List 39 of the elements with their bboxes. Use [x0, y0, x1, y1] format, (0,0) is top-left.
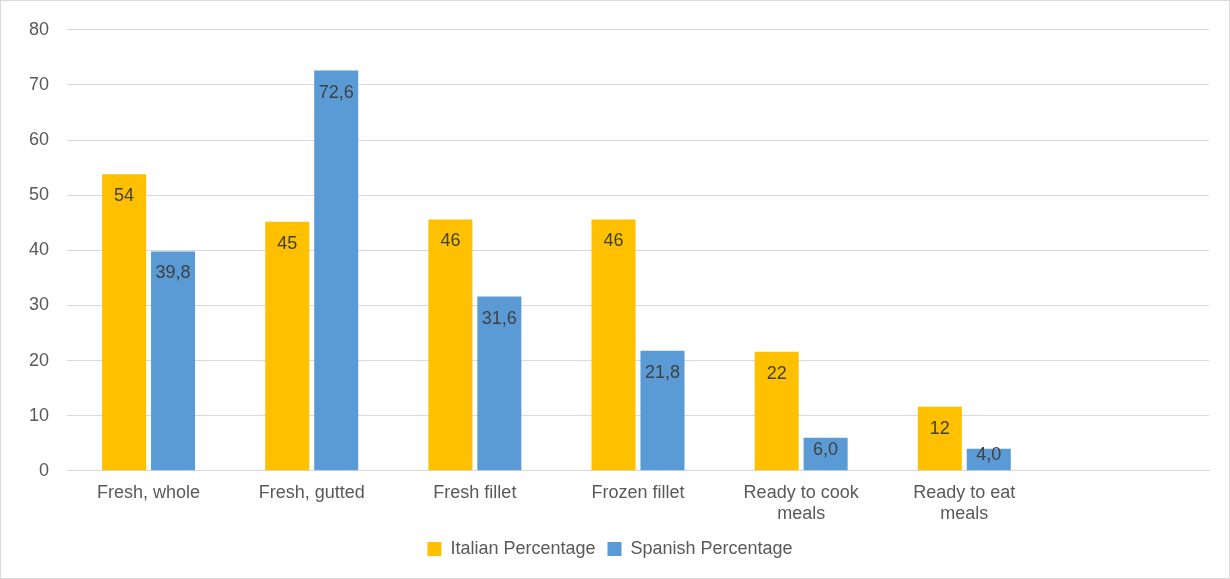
data-label: 21,8	[644, 361, 681, 382]
bar	[477, 296, 522, 471]
y-tick-label: 80	[28, 18, 50, 39]
x-tick-label: Ready to cook meals	[743, 481, 860, 524]
y-tick-label: 30	[28, 294, 50, 315]
legend-label: Italian Percentage	[450, 537, 596, 558]
data-label: 6,0	[813, 438, 839, 459]
y-tick-label: 10	[28, 404, 50, 425]
bar	[151, 251, 196, 471]
data-label: 45	[277, 232, 298, 253]
bar	[640, 350, 685, 471]
bar	[428, 219, 473, 471]
x-tick-label: Frozen fillet	[591, 481, 685, 502]
bar	[591, 219, 636, 471]
y-tick-label: 70	[28, 73, 50, 94]
y-tick-label: 50	[28, 184, 50, 205]
y-tick-label: 20	[28, 349, 50, 370]
x-tick-label: Fresh, gutted	[258, 481, 365, 502]
bar	[917, 406, 962, 471]
x-tick-label: Fresh fillet	[433, 481, 517, 502]
bar	[102, 174, 147, 471]
data-label: 46	[603, 230, 624, 251]
data-label: 46	[440, 230, 461, 251]
data-label: 39,8	[155, 262, 191, 283]
bar	[265, 221, 310, 471]
legend-label: Spanish Percentage	[630, 537, 793, 558]
x-tick-label: Fresh, whole	[97, 481, 201, 502]
data-label: 22	[766, 362, 787, 383]
data-label: 4,0	[976, 444, 1002, 465]
y-tick-label: 40	[28, 239, 50, 260]
bar	[754, 351, 799, 471]
data-label: 31,6	[481, 307, 517, 328]
y-tick-label: 60	[28, 129, 50, 150]
y-tick-label: 0	[39, 459, 50, 480]
x-tick-label: Ready to eat meals	[913, 481, 1016, 524]
data-label: 72,6	[318, 81, 354, 102]
data-label: 12	[929, 417, 950, 438]
data-label: 54	[114, 185, 135, 206]
bar	[314, 70, 359, 471]
